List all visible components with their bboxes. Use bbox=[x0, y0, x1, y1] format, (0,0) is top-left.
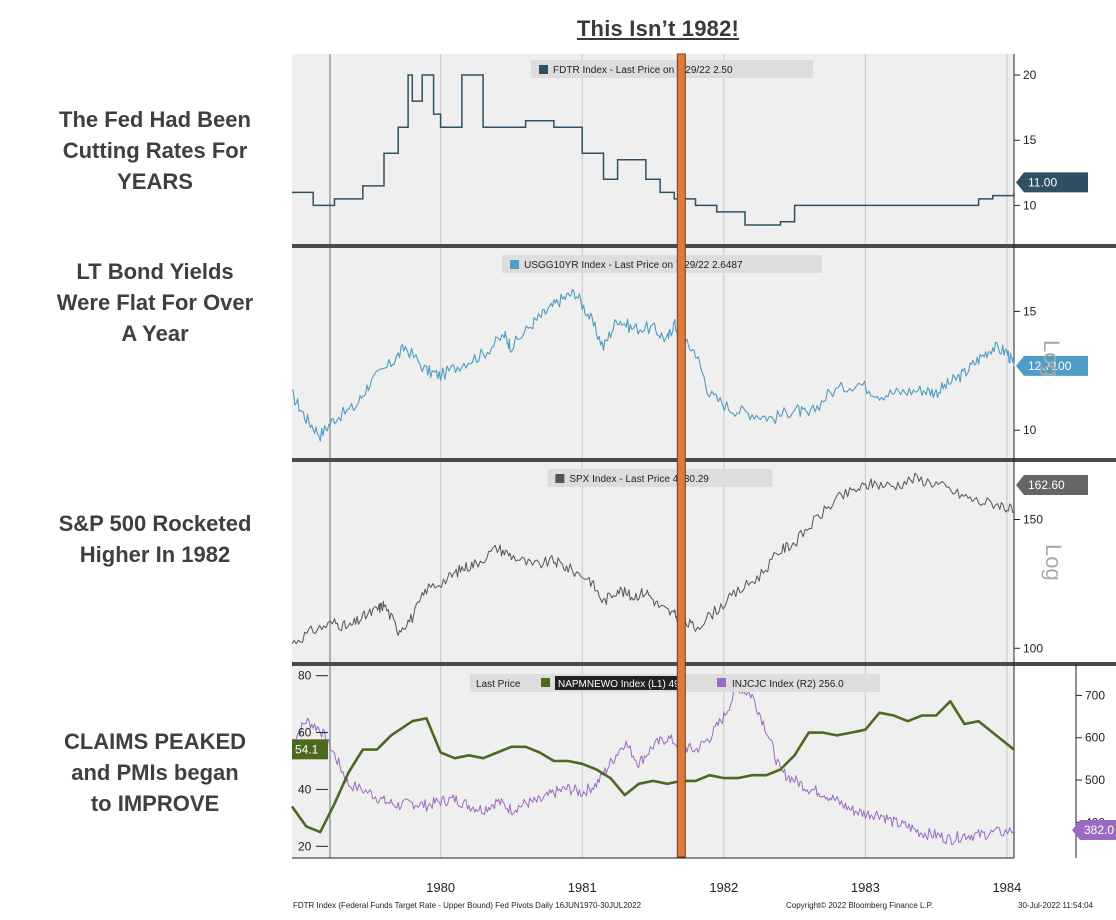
annotation-bonds: LT Bond Yields Were Flat For Over A Year bbox=[56, 259, 254, 346]
footer-left: FDTR Index (Federal Funds Target Rate - … bbox=[293, 901, 642, 910]
usgg10yr-axis-tick-label: 15 bbox=[1023, 304, 1037, 318]
annotation-spx: S&P 500 Rocketed Higher In 1982 bbox=[58, 511, 252, 567]
panel-bg-0 bbox=[292, 54, 1014, 246]
page-title: This Isn’t 1982! bbox=[576, 16, 740, 41]
x-tick-label: 1982 bbox=[709, 880, 738, 895]
napmnewo-legend-swatch bbox=[541, 678, 550, 687]
fdtr-line bbox=[292, 74, 1015, 226]
injcjc-tick-label: 600 bbox=[1085, 731, 1105, 745]
footer-middle: Copyright© 2022 Bloomberg Finance L.P. bbox=[786, 901, 933, 910]
injcjc-last-label: 382.0 bbox=[1084, 823, 1114, 837]
napmnewo-legend-highlight bbox=[555, 676, 677, 690]
napmnewo-line bbox=[290, 700, 1015, 834]
fdtr-last-label: 11.00 bbox=[1028, 175, 1057, 189]
usgg10yr-last-label: 12.7100 bbox=[1028, 359, 1072, 373]
usgg10yr-legend: USGG10YR Index - Last Price on 7/29/22 2… bbox=[524, 260, 743, 271]
spx-last-label-bg bbox=[1016, 475, 1088, 496]
napmnewo-tick-label: 20 bbox=[298, 839, 312, 853]
usgg10yr-last-label-bg bbox=[1016, 355, 1088, 376]
napmnewo-tick-label: 60 bbox=[298, 726, 312, 740]
usgg10yr-axis-tick-label: 10 bbox=[1023, 423, 1037, 437]
x-tick-label: 1980 bbox=[426, 880, 455, 895]
fdtr-legend-swatch bbox=[539, 65, 548, 74]
injcjc-last-label-bg bbox=[1072, 819, 1116, 840]
injcjc-legend: INJCJC Index (R2) 256.0 bbox=[732, 679, 844, 690]
panel-bg-2 bbox=[292, 460, 1014, 664]
usgg10yr-legend-bg bbox=[502, 255, 822, 273]
fdtr-legend-bg bbox=[531, 60, 813, 78]
x-tick-label: 1983 bbox=[851, 880, 880, 895]
spx-legend: SPX Index - Last Price 4130.29 bbox=[569, 474, 709, 485]
fdtr-axis-tick-label: 10 bbox=[1023, 198, 1037, 212]
fdtr-legend: FDTR Index - Last Price on 7/29/22 2.50 bbox=[553, 65, 733, 76]
injcjc-tick-label: 500 bbox=[1085, 773, 1105, 787]
spx-last-label: 162.60 bbox=[1028, 478, 1065, 492]
napmnewo-legend: NAPMNEWO Index (L1) 49 bbox=[558, 679, 680, 690]
annotation-fed: The Fed Had Been Cutting Rates For YEARS bbox=[59, 107, 251, 194]
usgg10yr-line bbox=[291, 288, 1015, 442]
napmnewo-last-label: 54.1 bbox=[295, 742, 319, 756]
injcjc-legend-swatch bbox=[717, 678, 726, 687]
highlight-marker bbox=[676, 53, 686, 858]
usgg10yr-legend-swatch bbox=[510, 260, 520, 269]
injcjc-line bbox=[291, 686, 1015, 846]
fdtr-last-label-bg bbox=[1016, 172, 1088, 193]
annotation-claims: CLAIMS PEAKED and PMIs began to IMPROVE bbox=[63, 729, 247, 816]
napmnewo-tick-label: 80 bbox=[298, 669, 312, 683]
spx-log-note: Log bbox=[1041, 544, 1066, 581]
spx-axis-tick-label: 150 bbox=[1023, 513, 1043, 527]
footer-right: 30-Jul-2022 11:54:04 bbox=[1018, 901, 1094, 910]
panel4-legend-prefix: Last Price bbox=[476, 679, 521, 690]
spx-legend-swatch bbox=[555, 474, 565, 483]
fdtr-axis-tick-label: 20 bbox=[1023, 68, 1037, 82]
spx-legend-bg bbox=[547, 469, 773, 487]
napmnewo-last-label-bg bbox=[292, 739, 328, 760]
x-tick-label: 1981 bbox=[568, 880, 597, 895]
usgg10yr-log-note: Log bbox=[1039, 340, 1064, 377]
x-tick-label: 1984 bbox=[992, 880, 1021, 895]
injcjc-tick-label: 700 bbox=[1085, 688, 1105, 702]
spx-line bbox=[291, 472, 1015, 645]
fdtr-axis-tick-label: 15 bbox=[1023, 133, 1037, 147]
napmnewo-tick-label: 40 bbox=[298, 782, 312, 796]
panel-bg-3 bbox=[292, 664, 1014, 858]
spx-axis-tick-label: 100 bbox=[1023, 641, 1043, 655]
